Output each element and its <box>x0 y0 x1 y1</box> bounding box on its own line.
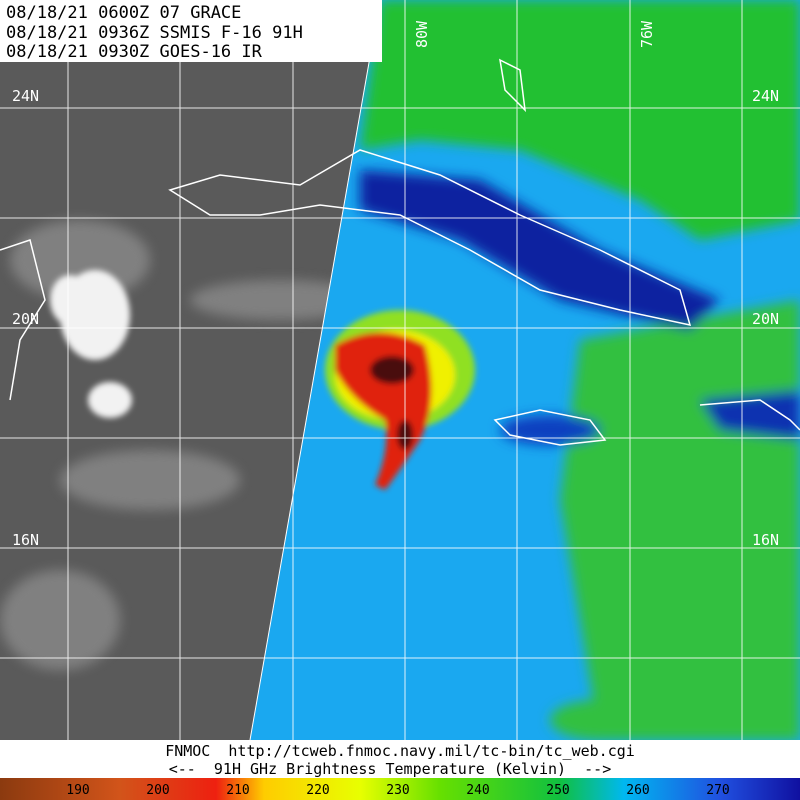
header-line: 08/18/21 0930Z GOES-16 IR <box>6 42 263 62</box>
lon-label: 80W <box>413 20 431 48</box>
colorbar-ticks: 190 200 210 220 230 240 250 260 270 <box>66 783 729 798</box>
footer <box>0 740 800 778</box>
colorbar-label: 240 <box>466 783 489 798</box>
colorbar-label: 210 <box>226 783 249 798</box>
colorbar-label: 230 <box>386 783 409 798</box>
graticule <box>67 0 743 740</box>
header-line: 08/18/21 0936Z SSMIS F-16 91H <box>6 23 303 43</box>
lon-label: 76W <box>638 20 656 48</box>
colorbar-label: 270 <box>706 783 729 798</box>
colorbar-label: 200 <box>146 783 169 798</box>
header-box <box>0 0 382 62</box>
colorbar-label: 260 <box>626 783 649 798</box>
footer-source: FNMOC http://tcweb.fnmoc.navy.mil/tc-bin… <box>165 742 635 760</box>
lat-label: 24N <box>752 87 779 105</box>
colorbar-label: 220 <box>306 783 329 798</box>
lat-label: 24N <box>12 87 39 105</box>
footer-caption: <-- 91H GHz Brightness Temperature (Kelv… <box>169 760 612 778</box>
lat-label: 20N <box>752 310 779 328</box>
storm <box>325 310 475 490</box>
lat-label: 16N <box>12 531 39 549</box>
colorbar-label: 190 <box>66 783 89 798</box>
lat-label: 16N <box>752 531 779 549</box>
lat-label: 20N <box>12 310 39 328</box>
colorbar <box>0 778 800 800</box>
colorbar-label: 250 <box>546 783 569 798</box>
header-line: 08/18/21 0600Z 07 GRACE <box>6 3 241 23</box>
coastlines <box>0 58 800 446</box>
swath-edge <box>249 0 381 741</box>
